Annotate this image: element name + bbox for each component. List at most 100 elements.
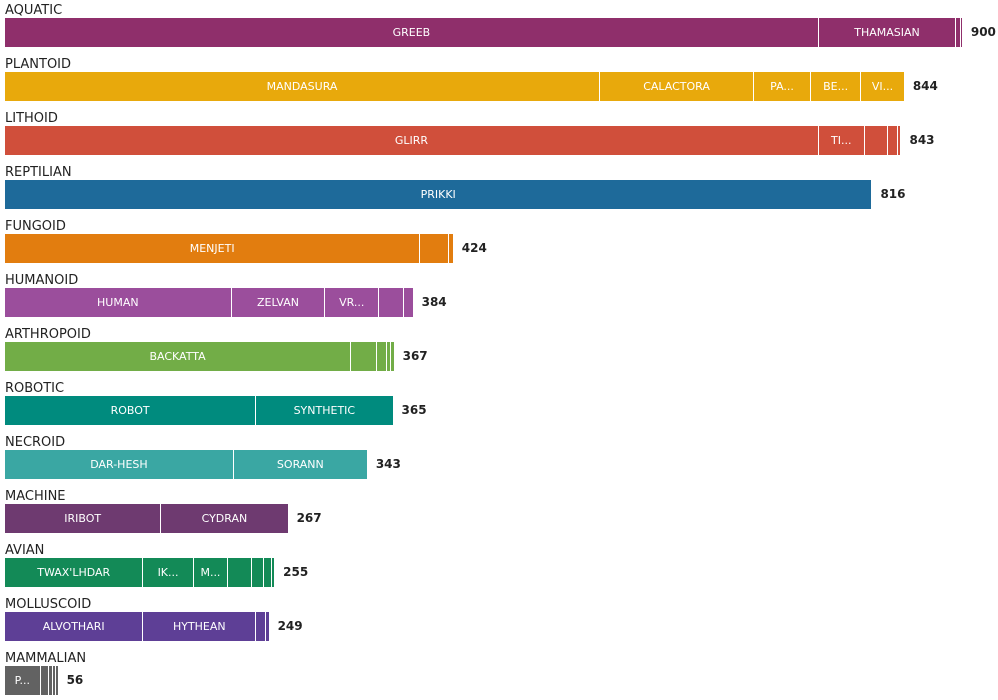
bar-segment[interactable]: CYDRAN: [161, 504, 289, 533]
stacked-bar: GLIRR TI...: [5, 126, 902, 155]
bar-segment[interactable]: ROBOT: [5, 396, 257, 425]
bar-segment[interactable]: VR...: [325, 288, 379, 317]
segment-label: SYNTHETIC: [293, 404, 356, 417]
group-label: AQUATIC: [5, 3, 63, 18]
segment-label: HUMAN: [97, 296, 139, 309]
group-label: MAMMALIAN: [5, 651, 87, 666]
total-value-label: 424: [461, 241, 487, 255]
bar-segment[interactable]: [449, 234, 454, 263]
bar-segment[interactable]: PA...: [754, 72, 812, 101]
total-value-label: 255: [283, 565, 309, 579]
bar-segment[interactable]: [888, 126, 899, 155]
stacked-bar: TWAX'LHDAR IK... M...: [5, 558, 276, 587]
stacked-bar: MANDASURA CALACTORA PA... BE... VI...: [5, 72, 905, 101]
group-label: LITHOID: [5, 111, 58, 126]
bar-segment[interactable]: [391, 342, 395, 371]
bar-segment[interactable]: ALVOTHARI: [5, 612, 144, 641]
bar-segment[interactable]: [271, 558, 276, 587]
bar-segment[interactable]: [351, 342, 377, 371]
group-label: HUMANOID: [5, 273, 79, 288]
bar-segment[interactable]: IK...: [143, 558, 194, 587]
bar-segment[interactable]: [864, 126, 889, 155]
bar-segment[interactable]: P...: [5, 666, 41, 695]
bar-segment[interactable]: [386, 342, 392, 371]
group-label: PLANTOID: [5, 57, 72, 72]
bar-segment[interactable]: [256, 612, 267, 641]
segment-label: MENJETI: [189, 242, 235, 255]
bar-segment[interactable]: TI...: [818, 126, 865, 155]
bar-segment[interactable]: [960, 18, 963, 47]
bar-segment[interactable]: IRIBOT: [5, 504, 162, 533]
bar-segment[interactable]: [378, 288, 404, 317]
group-label: MOLLUSCOID: [5, 597, 92, 612]
bar-segment[interactable]: HYTHEAN: [143, 612, 257, 641]
total-value-label: 267: [296, 511, 322, 525]
total-value-label: 56: [66, 673, 84, 687]
segment-label: ALVOTHARI: [42, 620, 105, 633]
bar-segment[interactable]: MENJETI: [5, 234, 421, 263]
segment-label: IK...: [157, 566, 179, 579]
bar-segment[interactable]: VI...: [861, 72, 905, 101]
bar-segment[interactable]: SORANN: [233, 450, 368, 479]
total-value-label: 844: [912, 79, 938, 93]
bar-segment[interactable]: [420, 234, 450, 263]
bar-segment[interactable]: [266, 612, 270, 641]
bar-segment[interactable]: MANDASURA: [5, 72, 601, 101]
total-value-label: 843: [909, 133, 935, 147]
bar-segment[interactable]: DAR-HESH: [5, 450, 234, 479]
segment-label: ROBOT: [110, 404, 150, 417]
stacked-bar: ALVOTHARI HYTHEAN: [5, 612, 270, 641]
bar-segment[interactable]: BACKATTA: [5, 342, 352, 371]
segment-label: HYTHEAN: [172, 620, 226, 633]
bar-segment[interactable]: SYNTHETIC: [256, 396, 394, 425]
bar-segment[interactable]: M...: [193, 558, 229, 587]
bar-segment[interactable]: [228, 558, 252, 587]
bar-segment[interactable]: GREEB: [5, 18, 819, 47]
bar-segment[interactable]: [376, 342, 387, 371]
bar-segment[interactable]: [48, 666, 53, 695]
segment-label: BE...: [823, 80, 849, 93]
group-label: MACHINE: [5, 489, 66, 504]
segment-label: SORANN: [276, 458, 324, 471]
bar-segment[interactable]: [53, 666, 57, 695]
bar-segment[interactable]: PRIKKI: [5, 180, 873, 209]
bar-segment[interactable]: [898, 126, 902, 155]
segment-label: VI...: [871, 80, 894, 93]
total-value-label: 249: [277, 619, 303, 633]
segment-label: M...: [200, 566, 221, 579]
bar-segment[interactable]: [403, 288, 414, 317]
segment-label: CALACTORA: [643, 80, 710, 93]
bar-segment[interactable]: CALACTORA: [600, 72, 755, 101]
stacked-bar: MENJETI: [5, 234, 454, 263]
group-label: REPTILIAN: [5, 165, 72, 180]
total-value-label: 384: [421, 295, 447, 309]
bar-segment[interactable]: [956, 18, 961, 47]
bar-segment[interactable]: [264, 558, 272, 587]
total-value-label: 816: [880, 187, 906, 201]
total-value-label: 900: [970, 25, 996, 39]
bar-segment[interactable]: GLIRR: [5, 126, 819, 155]
bar-segment[interactable]: [40, 666, 49, 695]
bar-segment[interactable]: ZELVAN: [231, 288, 326, 317]
bar-segment[interactable]: [251, 558, 264, 587]
bar-segment[interactable]: TWAX'LHDAR: [5, 558, 144, 587]
segment-label: PRIKKI: [420, 188, 456, 201]
segment-label: ZELVAN: [257, 296, 299, 309]
segment-label: DAR-HESH: [90, 458, 148, 471]
segment-label: BACKATTA: [149, 350, 206, 363]
segment-label: THAMASIAN: [854, 26, 920, 39]
bar-segment[interactable]: THAMASIAN: [818, 18, 957, 47]
group-label: AVIAN: [5, 543, 45, 558]
segment-label: TI...: [831, 134, 852, 147]
segment-label: IRIBOT: [64, 512, 102, 525]
segment-label: GREEB: [392, 26, 431, 39]
bar-segment[interactable]: [56, 666, 59, 695]
bar-segment[interactable]: HUMAN: [5, 288, 232, 317]
segment-label: GLIRR: [394, 134, 429, 147]
segment-label: MANDASURA: [266, 80, 338, 93]
segment-label: TWAX'LHDAR: [37, 566, 111, 579]
segment-label: CYDRAN: [201, 512, 248, 525]
bar-segment[interactable]: BE...: [811, 72, 862, 101]
stacked-bar: PRIKKI: [5, 180, 873, 209]
